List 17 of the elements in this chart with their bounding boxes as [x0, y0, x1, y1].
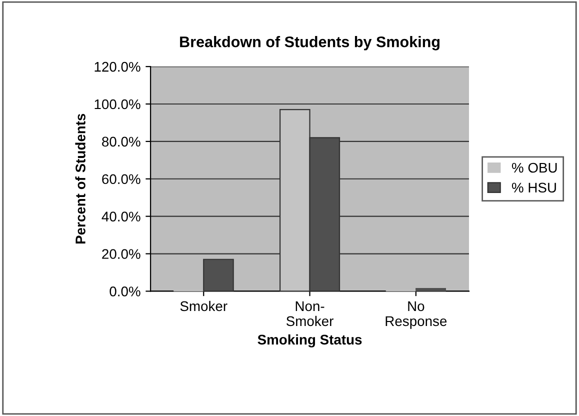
- y-tick-label: 100.0%: [94, 99, 140, 110]
- x-axis-title: Smoking Status: [258, 334, 362, 348]
- x-tick-label: No Response: [386, 301, 447, 329]
- x-tick-label: Non- Smoker: [286, 301, 334, 326]
- legend-label: % OBU: [512, 162, 557, 173]
- legend-label: % HSU: [512, 182, 556, 193]
- y-tick-label: 60.0%: [102, 174, 140, 184]
- bar: [416, 288, 446, 292]
- chart-title: Breakdown of Students by Smoking: [180, 36, 440, 50]
- y-tick-label: 0.0%: [110, 286, 140, 296]
- y-tick-label: 20.0%: [102, 249, 140, 259]
- bar: [203, 258, 234, 292]
- y-axis-title: Percent of Students: [75, 114, 86, 244]
- y-tick-label: 120.0%: [94, 62, 140, 72]
- y-tick-label: 40.0%: [102, 212, 140, 222]
- x-tick-label: Smoker: [180, 300, 228, 312]
- y-tick-label: 80.0%: [102, 136, 140, 147]
